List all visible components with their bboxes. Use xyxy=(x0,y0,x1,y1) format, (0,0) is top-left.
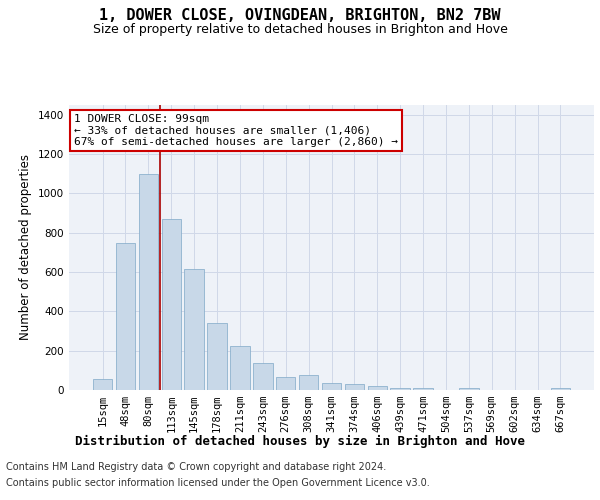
Y-axis label: Number of detached properties: Number of detached properties xyxy=(19,154,32,340)
Text: 1 DOWER CLOSE: 99sqm
← 33% of detached houses are smaller (1,406)
67% of semi-de: 1 DOWER CLOSE: 99sqm ← 33% of detached h… xyxy=(74,114,398,147)
Text: Contains HM Land Registry data © Crown copyright and database right 2024.: Contains HM Land Registry data © Crown c… xyxy=(6,462,386,472)
Text: Distribution of detached houses by size in Brighton and Hove: Distribution of detached houses by size … xyxy=(75,435,525,448)
Bar xyxy=(368,386,387,390)
Bar xyxy=(208,323,227,390)
Text: Size of property relative to detached houses in Brighton and Hove: Size of property relative to detached ho… xyxy=(92,22,508,36)
Bar xyxy=(184,269,204,390)
Bar xyxy=(551,388,570,390)
Bar xyxy=(322,383,341,390)
Bar xyxy=(161,219,181,390)
Bar xyxy=(299,376,319,390)
Bar xyxy=(139,174,158,390)
Bar xyxy=(413,388,433,390)
Bar xyxy=(230,346,250,390)
Bar xyxy=(116,242,135,390)
Bar xyxy=(276,377,295,390)
Bar xyxy=(391,388,410,390)
Bar xyxy=(459,388,479,390)
Text: Contains public sector information licensed under the Open Government Licence v3: Contains public sector information licen… xyxy=(6,478,430,488)
Bar xyxy=(93,379,112,390)
Bar xyxy=(253,364,272,390)
Bar xyxy=(344,384,364,390)
Text: 1, DOWER CLOSE, OVINGDEAN, BRIGHTON, BN2 7BW: 1, DOWER CLOSE, OVINGDEAN, BRIGHTON, BN2… xyxy=(99,8,501,22)
